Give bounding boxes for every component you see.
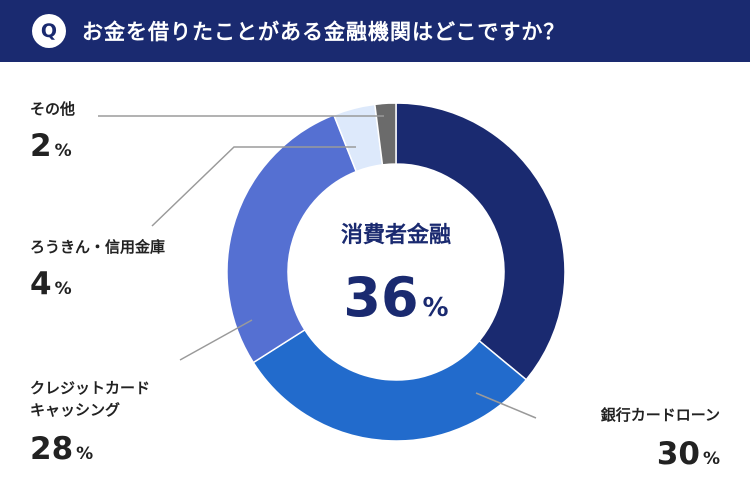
label-credit-name-2: キャッシング: [30, 401, 121, 419]
question-header: Q お金を借りたことがある金融機関はどこですか？: [0, 0, 750, 62]
label-roukin-name: ろうきん・信用金庫: [30, 238, 166, 256]
label-sonota-name: その他: [30, 100, 76, 118]
label-roukin: ろうきん・信用金庫 4%: [30, 236, 165, 307]
leader-line-bank: [475, 392, 537, 419]
leader-line-credit: [179, 319, 253, 361]
label-bank: 銀行カードローン 30%: [548, 404, 720, 477]
leader-line-roukin: [151, 146, 356, 227]
label-bank-value: 30%: [656, 436, 720, 472]
donut-slice-2: [226, 113, 358, 364]
page-title: お金を借りたことがある金融機関はどこですか？: [82, 20, 566, 44]
label-credit: クレジットカード キャッシング 28%: [30, 377, 150, 472]
donut-slices: [226, 102, 566, 442]
label-credit-value: 28%: [30, 431, 94, 467]
label-credit-name-1: クレジットカード: [30, 379, 151, 397]
leader-lines: [98, 115, 537, 419]
label-sonota: その他 2%: [30, 98, 75, 169]
label-sonota-value: 2%: [30, 128, 72, 164]
center-highlight: 消費者金融 36%: [296, 222, 496, 338]
label-bank-name: 銀行カードローン: [600, 406, 720, 424]
center-value: 36%: [343, 266, 449, 329]
donut-slice-0: [395, 102, 566, 381]
question-badge: Q: [32, 14, 66, 48]
donut-slice-1: [252, 328, 528, 442]
donut-slice-4: [373, 102, 397, 166]
center-label: 消費者金融: [340, 223, 451, 248]
label-roukin-value: 4%: [30, 266, 72, 302]
